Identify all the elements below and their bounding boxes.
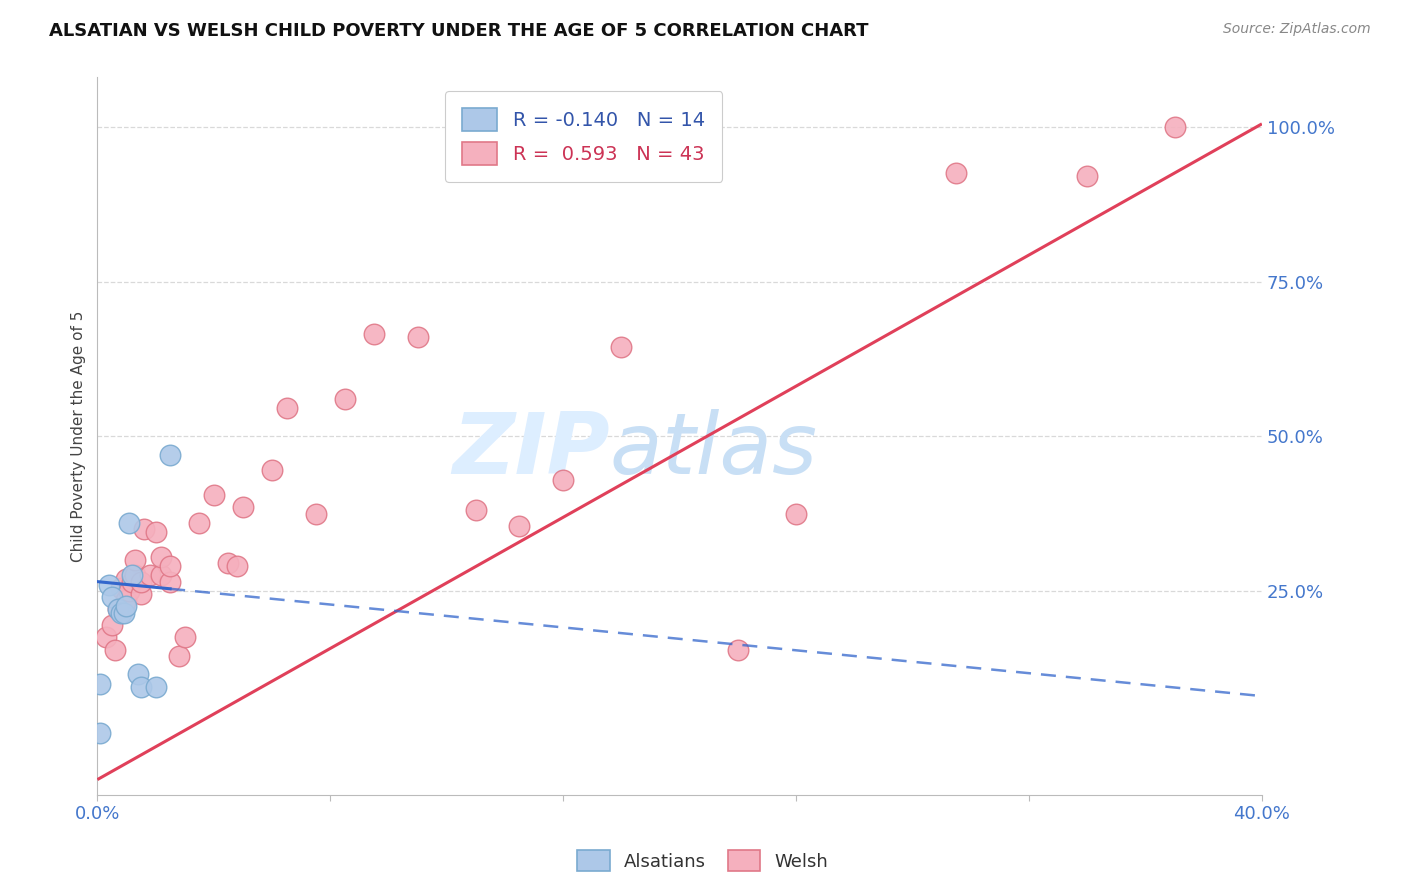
Point	[150, 549, 173, 564]
Point	[115, 572, 138, 586]
Point	[260, 463, 283, 477]
Point	[232, 500, 254, 515]
Point	[94, 630, 117, 644]
Point	[159, 559, 181, 574]
Text: atlas: atlas	[610, 409, 818, 492]
Point	[553, 473, 575, 487]
Point	[1163, 120, 1185, 134]
Point	[159, 574, 181, 589]
Point	[217, 556, 239, 570]
Point	[121, 574, 143, 589]
Point	[173, 630, 195, 644]
Point	[188, 516, 211, 530]
Point	[276, 401, 298, 416]
Point	[121, 568, 143, 582]
Point	[112, 599, 135, 614]
Point	[115, 599, 138, 614]
Point	[129, 574, 152, 589]
Point	[110, 581, 132, 595]
Legend: R = -0.140   N = 14, R =  0.593   N = 43: R = -0.140 N = 14, R = 0.593 N = 43	[444, 91, 723, 182]
Point	[333, 392, 356, 406]
Point	[202, 488, 225, 502]
Point	[945, 166, 967, 180]
Point	[98, 578, 121, 592]
Point	[129, 587, 152, 601]
Point	[150, 568, 173, 582]
Point	[107, 602, 129, 616]
Point	[110, 606, 132, 620]
Point	[159, 448, 181, 462]
Point	[610, 340, 633, 354]
Point	[101, 590, 124, 604]
Point	[112, 606, 135, 620]
Point	[89, 726, 111, 740]
Text: Source: ZipAtlas.com: Source: ZipAtlas.com	[1223, 22, 1371, 37]
Point	[118, 516, 141, 530]
Point	[1076, 169, 1098, 184]
Legend: Alsatians, Welsh: Alsatians, Welsh	[569, 843, 837, 879]
Point	[785, 507, 807, 521]
Text: ALSATIAN VS WELSH CHILD POVERTY UNDER THE AGE OF 5 CORRELATION CHART: ALSATIAN VS WELSH CHILD POVERTY UNDER TH…	[49, 22, 869, 40]
Point	[145, 680, 167, 694]
Point	[139, 568, 162, 582]
Point	[508, 519, 530, 533]
Point	[727, 642, 749, 657]
Y-axis label: Child Poverty Under the Age of 5: Child Poverty Under the Age of 5	[72, 310, 86, 562]
Point	[167, 648, 190, 663]
Point	[118, 583, 141, 598]
Point	[107, 602, 129, 616]
Point	[129, 680, 152, 694]
Text: ZIP: ZIP	[453, 409, 610, 492]
Point	[226, 559, 249, 574]
Point	[101, 618, 124, 632]
Point	[124, 553, 146, 567]
Point	[115, 593, 138, 607]
Point	[124, 568, 146, 582]
Point	[89, 676, 111, 690]
Point	[127, 667, 149, 681]
Point	[464, 503, 486, 517]
Point	[104, 642, 127, 657]
Point	[305, 507, 328, 521]
Point	[406, 330, 429, 344]
Point	[132, 522, 155, 536]
Point	[145, 525, 167, 540]
Point	[363, 327, 385, 342]
